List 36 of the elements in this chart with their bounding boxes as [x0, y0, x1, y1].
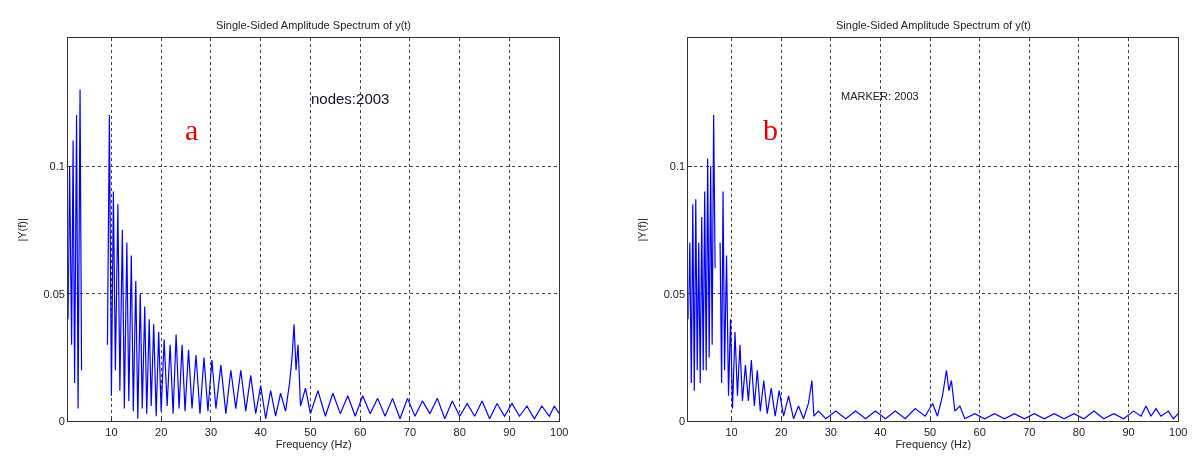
x-tick-label: 50	[304, 425, 317, 438]
x-tick-label: 10	[725, 425, 738, 438]
chart-title: Single-Sided Amplitude Spectrum of y(t)	[836, 19, 1032, 31]
x-tick-label: 10	[105, 425, 118, 438]
x-tick-label: 90	[1122, 425, 1135, 438]
y-tick-label: 0.05	[43, 287, 65, 300]
y-tick-label: 0	[58, 415, 65, 428]
y-tick-label: 0	[678, 415, 686, 428]
x-tick-label: 30	[204, 425, 218, 438]
x-tick-label: 100	[1169, 425, 1188, 438]
y-axis-title: |Y(f)|	[636, 218, 649, 242]
x-tick-label: 60	[354, 425, 367, 438]
x-tick-label: 90	[503, 425, 516, 438]
x-tick-label: 50	[923, 425, 937, 438]
x-tick-label: 40	[874, 425, 887, 438]
x-tick-label: 100	[550, 425, 569, 438]
annotation: a	[185, 113, 199, 146]
x-tick-label: 70	[1023, 425, 1036, 438]
x-tick-label: 60	[973, 425, 986, 438]
chart-title: Single-Sided Amplitude Spectrum of y(t)	[216, 19, 412, 31]
x-tick-label: 70	[403, 425, 417, 438]
annotation: b	[763, 113, 778, 146]
y-axis-title: |Y(f)|	[16, 218, 29, 242]
x-tick-label: 40	[254, 425, 267, 438]
y-tick-label: 0.1	[49, 159, 65, 172]
x-tick-label: 20	[775, 425, 788, 438]
x-axis-title: Frequency (Hz)	[275, 437, 352, 450]
y-tick-label: 0.1	[669, 159, 686, 172]
x-tick-label: 30	[824, 425, 837, 438]
y-tick-label: 0.05	[663, 287, 686, 300]
annotation: nodes:2003	[311, 90, 390, 107]
annotation: MARKER: 2003	[841, 90, 919, 102]
x-tick-label: 80	[453, 425, 466, 438]
x-tick-label: 20	[155, 425, 168, 438]
x-tick-label: 80	[1072, 425, 1086, 438]
x-axis-title: Frequency (Hz)	[895, 437, 972, 450]
